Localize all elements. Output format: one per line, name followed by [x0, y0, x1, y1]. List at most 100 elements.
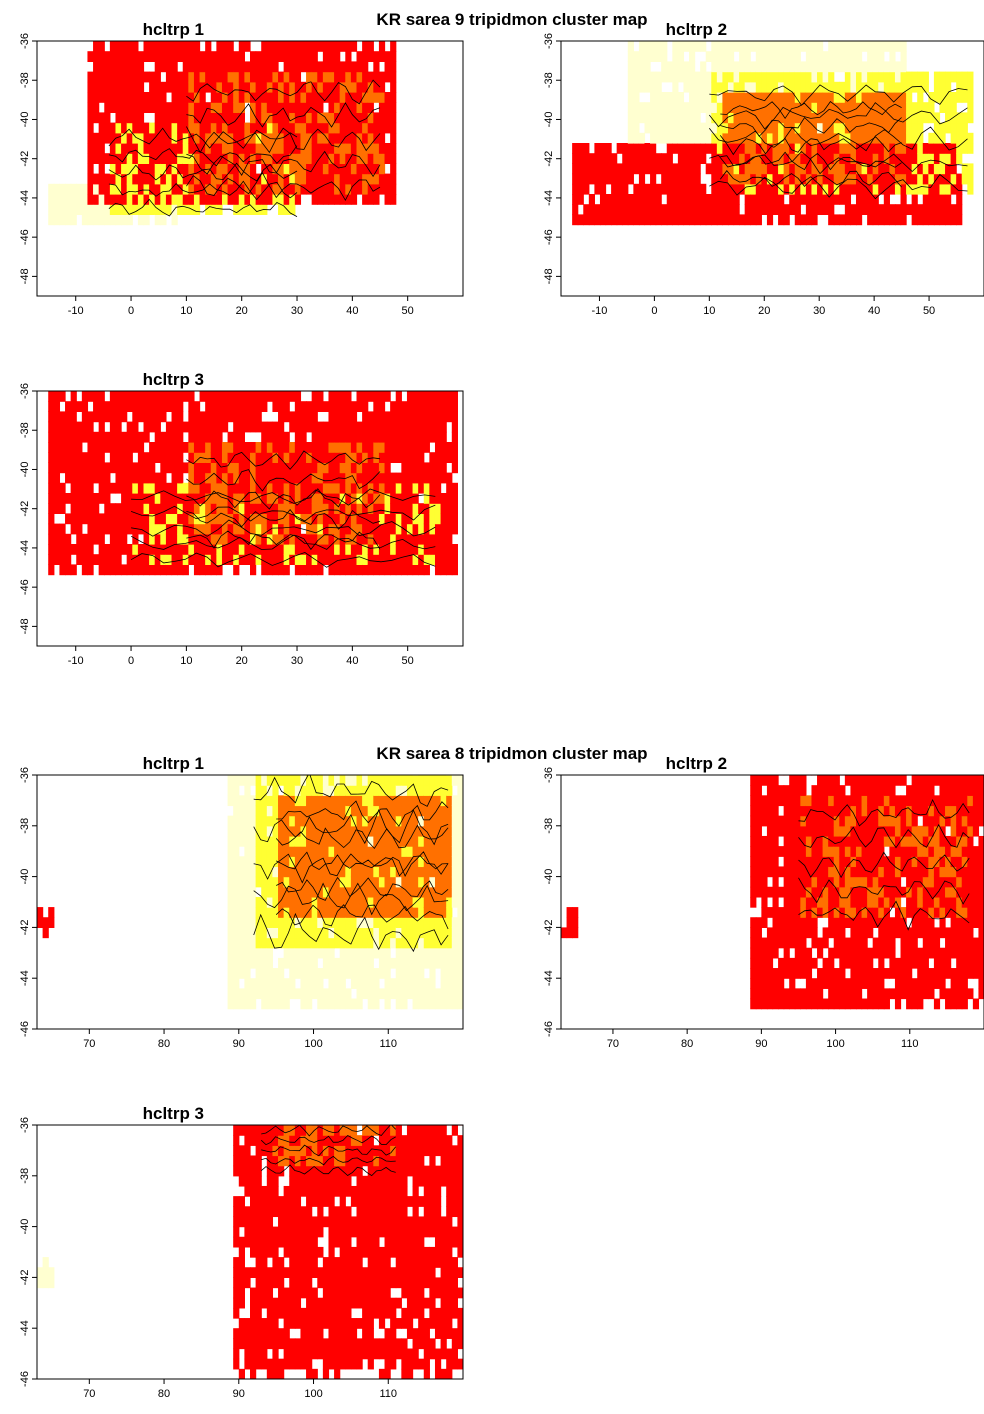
heat-cell [744, 183, 751, 195]
heat-cell [850, 214, 857, 226]
heat-cell [390, 957, 397, 969]
heat-cell [59, 533, 66, 545]
heat-cell [115, 132, 122, 144]
heat-cell [322, 71, 330, 83]
contour-line [253, 853, 449, 884]
heat-cell [261, 143, 268, 154]
heat-cell [772, 102, 779, 113]
heat-cell [244, 544, 251, 555]
heat-cell [115, 214, 122, 226]
heat-cell [70, 544, 77, 555]
heat-cell [300, 153, 307, 164]
heat-cell [278, 554, 285, 565]
heat-cell [683, 71, 690, 83]
heat-cell [149, 204, 156, 215]
heat-cell [182, 442, 189, 453]
heat-cell [115, 204, 122, 215]
heat-cell [967, 81, 974, 93]
heat-cell [800, 173, 807, 185]
heat-cell [328, 866, 335, 878]
heat-cell [828, 61, 835, 73]
heat-cell [800, 775, 807, 776]
heat-cell [317, 785, 324, 796]
contour-line [186, 150, 381, 178]
heat-cell [339, 173, 346, 185]
heat-cell [800, 886, 807, 898]
heat-cell [121, 391, 128, 402]
heat-cell [266, 533, 274, 545]
heat-cell [833, 92, 840, 103]
heat-cell [805, 998, 813, 1010]
heat-cell [294, 533, 302, 545]
heat-cell [906, 785, 913, 796]
heat-cell [378, 846, 386, 857]
heat-cell [300, 957, 307, 969]
heat-cell [828, 214, 835, 226]
heat-cell [750, 71, 757, 83]
heat-cell [911, 988, 918, 1000]
heat-cell [362, 503, 369, 514]
heat-cell [193, 163, 201, 175]
heat-cell [805, 153, 813, 164]
heat-cell [104, 183, 111, 195]
heat-cell [177, 523, 184, 535]
heat-cell [188, 513, 195, 525]
heat-cell [132, 153, 139, 164]
heat-cell [154, 102, 161, 113]
heat-cell [429, 503, 436, 514]
heat-cell [850, 805, 857, 817]
heat-cell [193, 204, 201, 215]
heat-cell [373, 122, 380, 134]
heat-cell [395, 513, 402, 525]
heat-cell [367, 856, 374, 868]
heat-cell [283, 835, 290, 847]
heat-cell [833, 795, 840, 807]
heat-cell [446, 998, 453, 1010]
heat-cell [894, 805, 902, 817]
heat-cell [911, 825, 918, 837]
heat-cell [154, 41, 161, 52]
heat-cell [967, 92, 974, 103]
heat-cell [160, 183, 167, 195]
heat-cell [390, 51, 397, 62]
heat-cell [238, 493, 245, 504]
heat-cell [362, 805, 369, 817]
heat-cell [418, 401, 425, 412]
heat-cell [772, 785, 779, 796]
heat-cell [362, 421, 369, 433]
heat-cell [451, 947, 458, 959]
heat-cell [221, 523, 229, 535]
heat-cell [666, 173, 673, 185]
heat-cell [210, 462, 217, 474]
heat-cell [210, 112, 217, 124]
heat-cell [878, 805, 885, 817]
heat-cell [750, 876, 757, 888]
heat-cell [300, 533, 307, 545]
heat-cell [867, 214, 874, 226]
heat-cell [900, 947, 907, 959]
heat-cell [154, 482, 161, 494]
heat-cell [789, 194, 796, 205]
y-tick-label: -48 [543, 268, 555, 284]
contour-line [186, 488, 381, 510]
heat-cell [345, 442, 352, 453]
heat-cell [412, 421, 419, 433]
heat-cell [311, 957, 318, 969]
heat-cell [149, 482, 156, 494]
heat-cell [132, 173, 139, 185]
heat-cell [418, 503, 425, 514]
heat-cell [378, 401, 386, 412]
heat-cell [406, 795, 414, 807]
heat-cell [434, 815, 442, 827]
heat-cell [350, 846, 358, 857]
heat-cell [817, 846, 824, 857]
heat-cell [378, 927, 386, 939]
heat-cell [294, 431, 302, 443]
heat-cell [418, 482, 425, 494]
heat-cell [289, 937, 296, 949]
heat-cell [828, 988, 835, 1000]
heat-cell [750, 917, 757, 928]
heat-cell [227, 132, 234, 144]
heat-cell [423, 564, 430, 576]
heat-cell [739, 183, 746, 195]
